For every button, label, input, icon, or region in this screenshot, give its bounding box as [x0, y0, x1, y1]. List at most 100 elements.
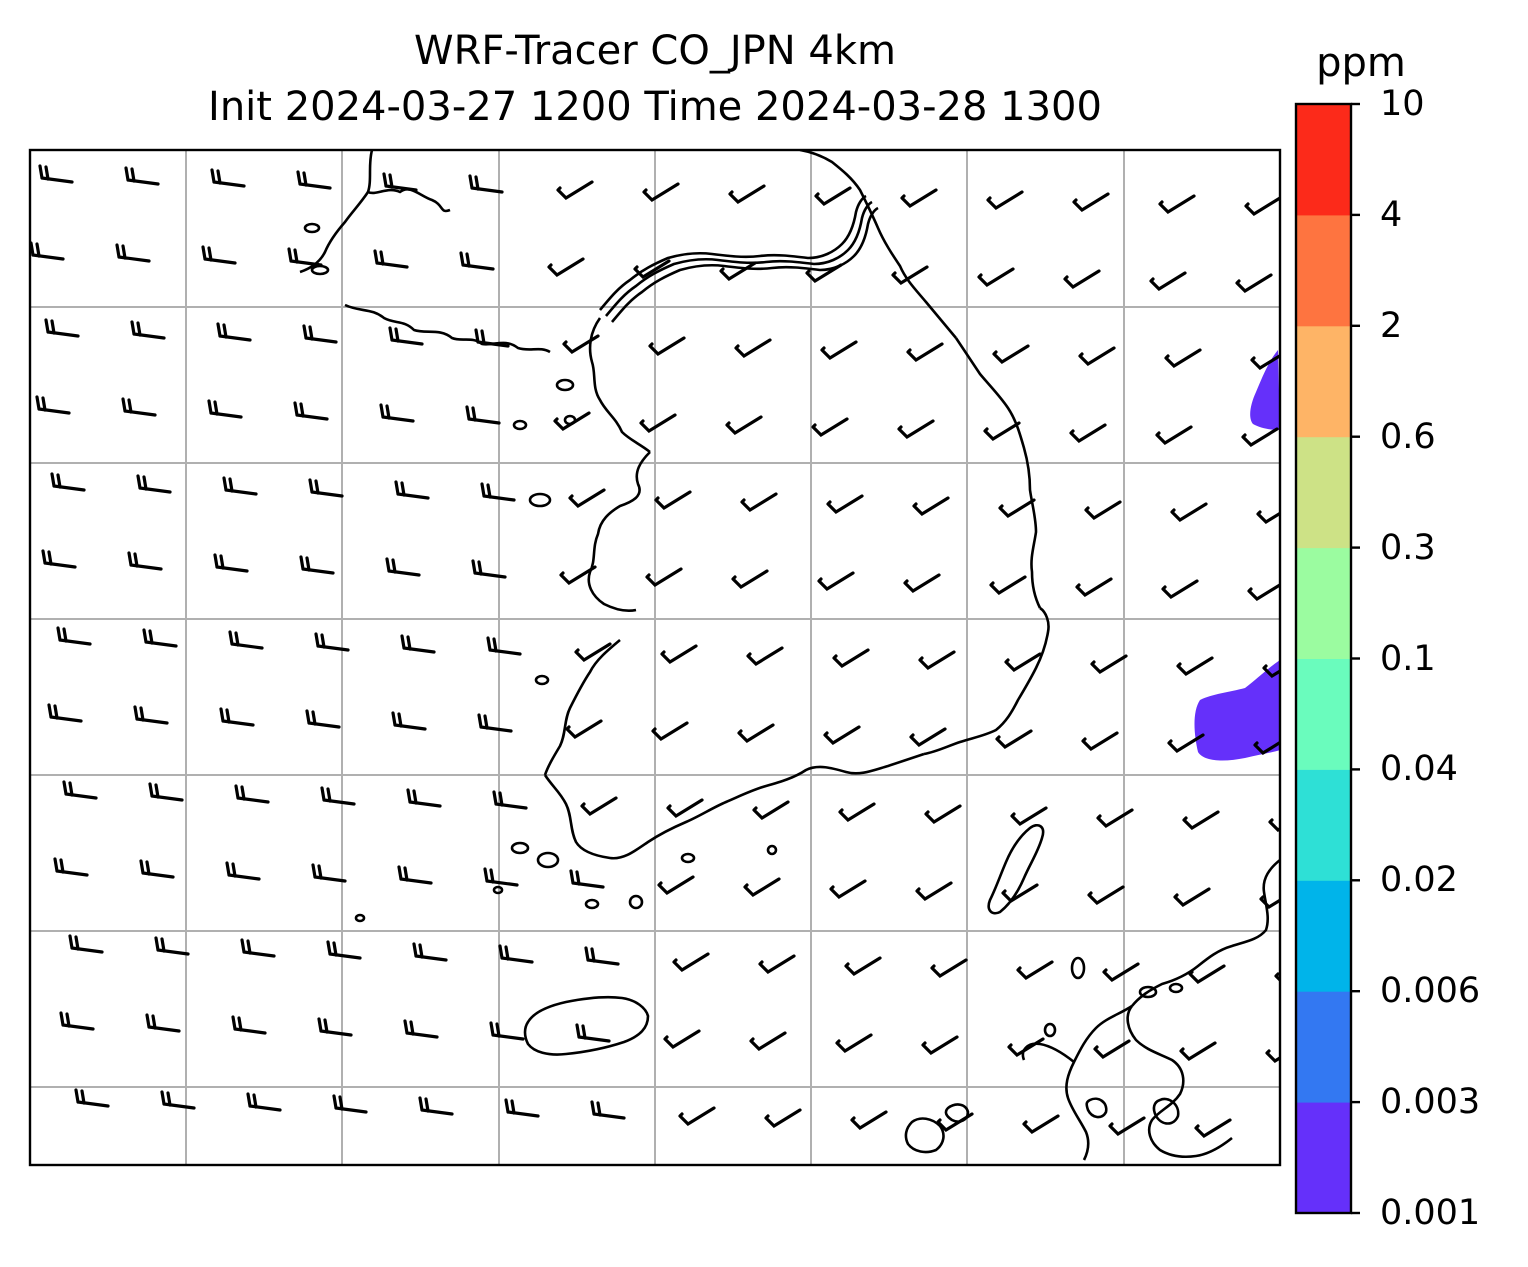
wind-barb — [41, 549, 77, 569]
wind-barb — [145, 1013, 181, 1033]
wind-barb — [1244, 196, 1280, 217]
wind-barb — [293, 401, 329, 421]
wind-barb — [148, 782, 184, 802]
wind-barb — [299, 555, 335, 575]
wind-barb — [1259, 895, 1280, 910]
wind-barb — [1262, 664, 1280, 679]
wind-barb — [569, 869, 605, 889]
wind-barb — [562, 334, 600, 355]
plot-subtitle: Init 2024-03-27 1200 Time 2024-03-28 130… — [208, 84, 1102, 130]
wind-barb — [1102, 962, 1140, 983]
wind-barb — [921, 1035, 959, 1056]
wind-barb — [568, 488, 606, 509]
wind-barb — [412, 942, 448, 962]
wind-barb — [1268, 818, 1280, 833]
wind-barb — [814, 186, 852, 207]
wind-barb — [35, 395, 71, 415]
wind-barb — [489, 1021, 525, 1041]
wind-barb — [663, 1029, 701, 1050]
wind-barb — [1167, 733, 1205, 754]
wind-barb — [311, 863, 347, 883]
wind-barb — [308, 478, 344, 498]
wind-barb — [1274, 972, 1280, 983]
wind-barb — [1016, 960, 1054, 981]
wind-barb — [1063, 269, 1101, 290]
colorbar-tick-label: 2 — [1380, 305, 1403, 346]
wind-barb — [210, 168, 246, 188]
wind-barb — [56, 626, 92, 646]
wind-barb — [1004, 652, 1042, 673]
wind-barb — [1072, 192, 1110, 213]
colorbar-tick-label: 0.04 — [1380, 749, 1458, 790]
wind-barb — [68, 934, 104, 954]
wind-barb — [1108, 1116, 1146, 1137]
wind-barb — [559, 565, 597, 586]
wind-barb — [246, 1092, 282, 1112]
wind-barb — [737, 723, 775, 744]
wind-barb — [642, 182, 680, 203]
wind-barb — [912, 496, 950, 517]
wind-barb — [1173, 887, 1211, 908]
wind-barb — [897, 419, 935, 440]
wind-barb — [382, 172, 418, 192]
wind-barb — [820, 340, 858, 361]
wind-barb — [584, 946, 620, 966]
wind-barb — [115, 243, 151, 263]
wind-barb — [228, 630, 264, 650]
wind-barb — [719, 261, 757, 282]
colorbar-tick-label: 0.1 — [1380, 638, 1436, 679]
wind-barb — [731, 569, 769, 590]
wind-barb — [998, 498, 1036, 519]
wind-barb — [728, 184, 766, 205]
map-panel — [30, 150, 1280, 1165]
wind-barb — [1188, 964, 1226, 985]
wind-barb — [1247, 582, 1280, 602]
wind-barb — [1096, 808, 1134, 829]
wind-barb — [30, 241, 65, 261]
wind-barb — [216, 322, 252, 342]
map-gridlines — [30, 150, 1280, 1165]
wind-barb — [850, 1110, 888, 1131]
wind-barb — [1001, 883, 1039, 904]
wind-barb — [1164, 348, 1202, 369]
colorbar-tick-label: 0.003 — [1380, 1082, 1481, 1123]
wind-barb — [403, 1019, 439, 1039]
wind-barb — [900, 188, 938, 209]
wind-barb — [133, 705, 169, 725]
wind-barb — [575, 1023, 611, 1043]
wind-barb — [492, 790, 528, 810]
wind-barb — [725, 415, 763, 436]
wind-barb — [498, 944, 534, 964]
wind-barb — [672, 952, 710, 973]
wind-barb — [219, 707, 255, 727]
wind-barb — [406, 788, 442, 808]
wind-barb — [317, 1017, 353, 1037]
wind-barb — [832, 648, 870, 669]
wind-barb — [1158, 194, 1196, 215]
wind-barb — [891, 265, 929, 286]
wind-barb — [222, 476, 258, 496]
wind-barb — [53, 857, 89, 877]
colorbar-segment — [1296, 658, 1351, 770]
wind-barb — [1084, 500, 1122, 521]
wind-barb — [547, 257, 585, 278]
wind-barb — [983, 421, 1021, 442]
wind-barb — [1241, 427, 1279, 448]
wind-barb — [633, 259, 671, 280]
colorbar-segment — [1296, 436, 1351, 549]
wind-barb — [1155, 425, 1193, 446]
wind-barb — [915, 881, 953, 902]
wind-barb — [59, 1011, 95, 1031]
wind-barb — [1176, 656, 1214, 677]
colorbar-segment — [1296, 880, 1351, 992]
wind-barb — [817, 571, 855, 592]
wind-barb — [1161, 579, 1199, 600]
co-plume-northeast — [1250, 350, 1280, 430]
colorbar-tick-label: 0.006 — [1380, 971, 1481, 1012]
wind-barb — [639, 413, 677, 434]
wind-barb — [734, 338, 772, 359]
wind-barb — [459, 251, 495, 271]
wind-barb — [240, 938, 276, 958]
wind-barb — [1087, 885, 1125, 906]
